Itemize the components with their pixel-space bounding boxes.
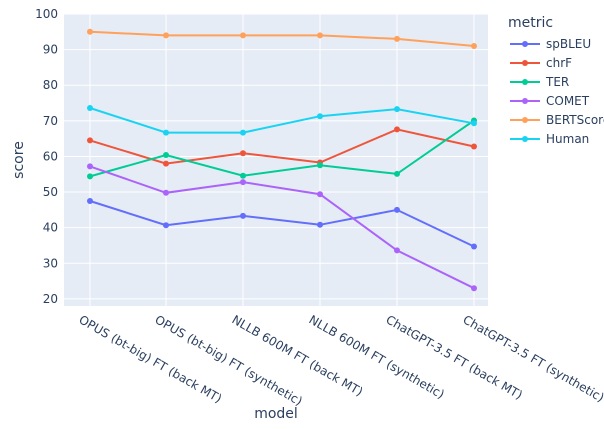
- data-point: [394, 106, 400, 112]
- legend: metric spBLEU chrF TER COMET BERTScore Human: [508, 15, 604, 146]
- y-axis-label: score: [11, 141, 27, 179]
- data-point: [163, 161, 169, 167]
- legend-item-spbleu: spBLEU: [510, 37, 591, 51]
- data-point: [163, 152, 169, 158]
- data-point: [471, 285, 477, 291]
- data-point: [240, 179, 246, 185]
- data-point: [317, 113, 323, 119]
- data-point: [240, 130, 246, 136]
- legend-label: chrF: [546, 56, 572, 70]
- legend-marker: [522, 136, 528, 142]
- data-point: [394, 247, 400, 253]
- data-point: [87, 137, 93, 143]
- data-point: [394, 36, 400, 42]
- x-axis-label: model: [254, 406, 298, 422]
- y-tick-label: 50: [43, 185, 58, 199]
- legend-label: TER: [545, 75, 569, 89]
- legend-item-comet: COMET: [510, 94, 590, 108]
- data-point: [240, 32, 246, 38]
- data-point: [471, 43, 477, 49]
- data-point: [87, 163, 93, 169]
- y-tick-label: 90: [43, 43, 58, 57]
- legend-label: Human: [546, 132, 589, 146]
- y-tick-label: 60: [43, 149, 58, 163]
- y-tick-label: 80: [43, 78, 58, 92]
- data-point: [394, 171, 400, 177]
- data-point: [317, 222, 323, 228]
- legend-title: metric: [508, 15, 553, 31]
- y-tick-label: 20: [43, 292, 58, 306]
- legend-item-chrf: chrF: [510, 56, 572, 70]
- data-point: [163, 130, 169, 136]
- x-tick-label: OPUS (bt-big) FT (back MT): [77, 312, 225, 405]
- y-tick-label: 70: [43, 114, 58, 128]
- legend-marker: [522, 79, 528, 85]
- data-point: [317, 191, 323, 197]
- data-point: [240, 150, 246, 156]
- legend-item-bertscore: BERTScore: [510, 113, 604, 127]
- data-point: [394, 207, 400, 213]
- x-tick-label: OPUS (bt-big) FT (synthetic): [153, 312, 305, 408]
- data-point: [394, 126, 400, 132]
- data-point: [471, 120, 477, 126]
- data-point: [163, 190, 169, 196]
- data-point: [317, 162, 323, 168]
- legend-item-ter: TER: [510, 75, 569, 89]
- data-point: [240, 213, 246, 219]
- x-tick-label: NLLB 600M FT (back MT): [230, 312, 366, 398]
- legend-label: spBLEU: [546, 37, 591, 51]
- legend-label: BERTScore: [546, 113, 604, 127]
- x-tick-label: ChatGPT-3.5 FT (back MT): [384, 312, 525, 402]
- x-tick-label: NLLB 600M FT (synthetic): [307, 312, 447, 401]
- data-point: [471, 244, 477, 250]
- plot-background: [64, 14, 488, 306]
- data-point: [87, 105, 93, 111]
- data-point: [163, 32, 169, 38]
- data-point: [471, 144, 477, 150]
- legend-marker: [522, 41, 528, 47]
- data-point: [163, 222, 169, 228]
- legend-item-human: Human: [510, 132, 589, 146]
- data-point: [87, 173, 93, 179]
- y-tick-label: 40: [43, 221, 58, 235]
- data-point: [87, 29, 93, 35]
- legend-marker: [522, 117, 528, 123]
- x-tick-labels: OPUS (bt-big) FT (back MT)OPUS (bt-big) …: [77, 312, 604, 408]
- legend-marker: [522, 60, 528, 66]
- data-point: [87, 198, 93, 204]
- data-point: [317, 32, 323, 38]
- y-tick-labels: 20 30 40 50 60 70 80 90 100: [35, 7, 58, 306]
- legend-label: COMET: [546, 94, 590, 108]
- y-tick-label: 30: [43, 256, 58, 270]
- legend-marker: [522, 98, 528, 104]
- x-tick-label: ChatGPT-3.5 FT (synthetic): [461, 312, 604, 404]
- data-point: [240, 173, 246, 179]
- y-tick-label: 100: [35, 7, 58, 21]
